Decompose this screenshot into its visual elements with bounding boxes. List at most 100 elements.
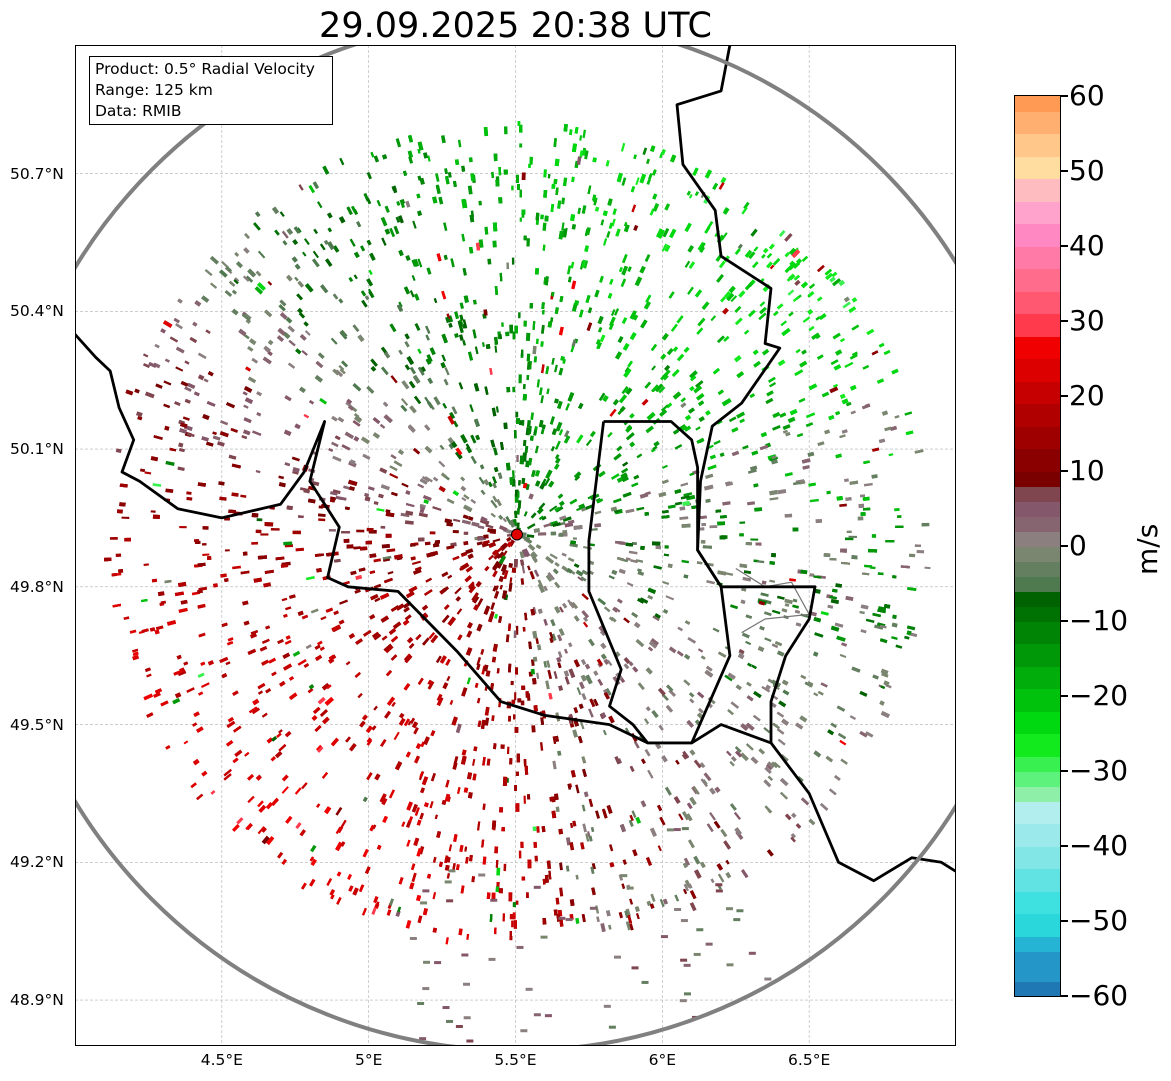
echo-gate [758, 600, 766, 606]
echo-gate [360, 436, 371, 445]
echo-gate [514, 692, 517, 701]
echo-gate [429, 800, 434, 809]
echo-gate [551, 291, 555, 297]
echo-gate [491, 656, 497, 663]
echo-gate [282, 240, 288, 246]
echo-gate [679, 516, 689, 520]
echo-gate [512, 912, 516, 920]
echo-gate [584, 228, 589, 236]
echo-gate [460, 476, 466, 482]
echo-gate [303, 663, 310, 668]
echo-gate [514, 325, 518, 334]
echo-gate [374, 597, 381, 602]
echo-gate [556, 656, 562, 663]
echo-gate [461, 233, 466, 242]
echo-gate [235, 261, 243, 269]
echo-gate [535, 480, 541, 487]
echo-gate [609, 316, 616, 327]
echo-gate [404, 364, 411, 371]
echo-gate [778, 700, 787, 708]
echo-gate [511, 567, 517, 573]
echo-gate [471, 521, 480, 528]
echo-gate [201, 295, 210, 303]
echo-gate [553, 138, 557, 148]
echo-gate [792, 604, 799, 609]
echo-gate [554, 561, 560, 567]
echo-gate [338, 298, 344, 304]
echo-gate [423, 152, 428, 159]
echo-gate [659, 899, 665, 908]
echo-gate [526, 419, 531, 428]
echo-gate [492, 222, 498, 232]
echo-gate [758, 748, 766, 755]
echo-gate [582, 616, 589, 623]
echo-gate [554, 506, 561, 512]
echo-gate [207, 371, 214, 377]
echo-gate [278, 475, 285, 480]
echo-gate [518, 124, 523, 133]
echo-gate [476, 598, 484, 607]
echo-gate [777, 650, 785, 657]
echo-gate [338, 216, 346, 224]
echo-gate [301, 614, 309, 620]
radar-map[interactable] [75, 45, 956, 1046]
echo-gate [529, 570, 536, 580]
echo-gate [785, 431, 791, 437]
echo-gate [425, 334, 430, 341]
echo-gate [787, 289, 795, 296]
echo-gate [444, 793, 451, 802]
echo-gate [722, 501, 731, 506]
echo-gate [680, 495, 690, 500]
echo-gate [512, 331, 516, 340]
echo-gate [583, 621, 589, 628]
echo-gate [780, 320, 787, 327]
echo-gate [641, 398, 649, 406]
echo-gate [566, 265, 572, 275]
echo-gate [662, 464, 668, 469]
echo-gate [414, 395, 422, 405]
echo-gate [604, 606, 611, 613]
echo-gate [315, 803, 321, 808]
echo-gate [281, 597, 288, 602]
echo-gate [302, 251, 307, 257]
echo-gate [496, 668, 500, 674]
echo-gate [112, 603, 122, 608]
echo-gate [432, 506, 442, 511]
echo-gate [824, 268, 832, 276]
echo-gate [344, 431, 354, 440]
echo-gate [220, 420, 229, 426]
echo-gate [365, 866, 371, 874]
echo-gate [552, 736, 557, 745]
echo-gate [664, 203, 671, 211]
echo-gate [549, 520, 558, 527]
echo-gate [581, 593, 589, 601]
echo-gate [155, 383, 163, 389]
echo-gate [658, 491, 667, 498]
echo-gate [245, 823, 252, 831]
echo-gate [871, 350, 879, 356]
echo-gate [405, 510, 414, 516]
echo-gate [376, 844, 382, 850]
echo-gate [353, 546, 361, 550]
echo-gate [152, 483, 162, 487]
echo-gate [866, 328, 875, 336]
echo-gate [737, 243, 743, 250]
echo-gate [739, 533, 744, 537]
echo-gate [768, 243, 775, 250]
echo-gate [337, 416, 345, 423]
echo-gate [206, 441, 214, 447]
echo-gate [419, 771, 424, 778]
echo-gate [446, 522, 453, 527]
echo-gate [895, 525, 904, 529]
echo-gate [263, 582, 272, 588]
echo-gate [351, 205, 357, 213]
echo-gate [614, 756, 621, 765]
echo-gate [850, 410, 856, 415]
echo-gate [557, 200, 562, 209]
echo-gate [373, 155, 379, 163]
echo-gate [270, 756, 277, 762]
echo-gate [417, 366, 425, 376]
echo-gate [259, 645, 268, 652]
echo-gate [183, 661, 189, 666]
echo-gate [314, 724, 322, 733]
